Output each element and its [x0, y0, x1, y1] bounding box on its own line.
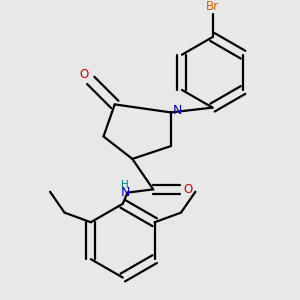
Text: O: O — [183, 183, 192, 196]
Text: H: H — [121, 180, 129, 190]
Text: N: N — [120, 186, 130, 199]
Text: N: N — [173, 104, 183, 117]
Text: Br: Br — [206, 0, 219, 14]
Text: O: O — [79, 68, 88, 81]
